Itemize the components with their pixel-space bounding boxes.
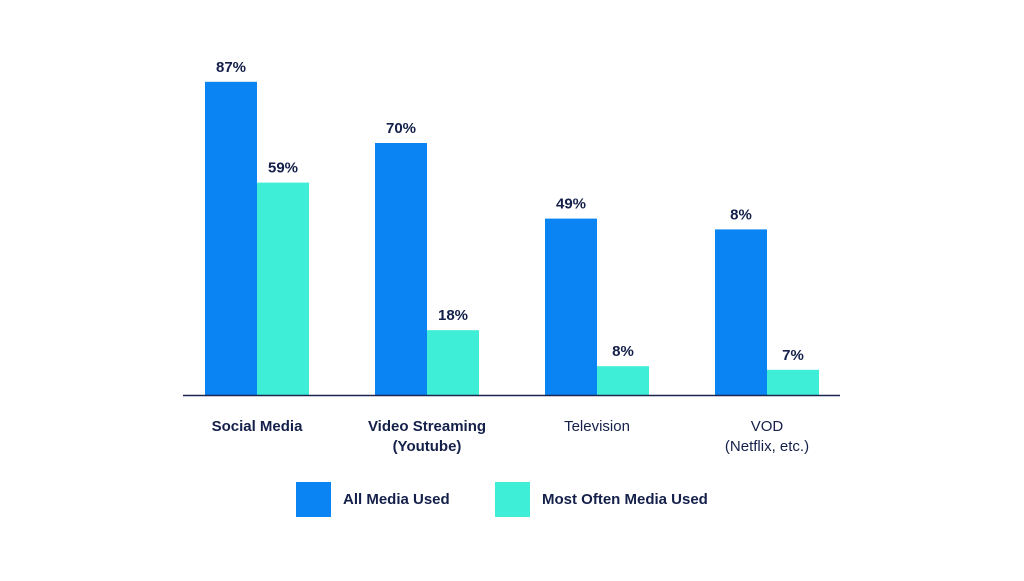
bar-most-often-0 bbox=[257, 182, 309, 395]
category-label-3-line-1: (Netflix, etc.) bbox=[725, 438, 809, 455]
value-label-all-media-3: 8% bbox=[730, 206, 752, 223]
legend: All Media Used Most Often Media Used bbox=[296, 482, 708, 517]
bar-all-media-3 bbox=[715, 229, 767, 395]
bar-all-media-1 bbox=[375, 143, 427, 395]
bar-all-media-0 bbox=[205, 81, 257, 396]
value-label-all-media-0: 87% bbox=[216, 59, 246, 76]
value-label-all-media-2: 49% bbox=[556, 196, 586, 213]
value-labels-layer: 87% 70% 49% 8% 59% 18% 8% 7% bbox=[216, 59, 804, 364]
bar-most-often-1 bbox=[427, 330, 479, 395]
bar-most-often-2 bbox=[597, 366, 649, 395]
value-label-most-often-3: 7% bbox=[782, 347, 804, 364]
legend-swatch-all-media bbox=[296, 482, 331, 517]
legend-label-most-often: Most Often Media Used bbox=[542, 491, 708, 508]
category-label-1-line-0: Video Streaming bbox=[368, 418, 486, 435]
legend-label-all-media: All Media Used bbox=[343, 491, 450, 508]
value-label-all-media-1: 70% bbox=[386, 120, 416, 137]
bar-all-media-2 bbox=[545, 218, 597, 395]
value-label-most-often-2: 8% bbox=[612, 343, 634, 360]
category-label-3-line-0: VOD bbox=[751, 418, 784, 435]
bars-layer bbox=[205, 81, 819, 396]
category-label-1-line-1: (Youtube) bbox=[393, 438, 462, 455]
category-label-2-line-0: Television bbox=[564, 418, 630, 435]
category-labels-layer: Social Media Video Streaming (Youtube) Tele… bbox=[212, 418, 810, 455]
category-label-0-line-0: Social Media bbox=[212, 418, 304, 435]
legend-swatch-most-often bbox=[495, 482, 530, 517]
value-label-most-often-1: 18% bbox=[438, 307, 468, 324]
value-label-most-often-0: 59% bbox=[268, 160, 298, 177]
bar-most-often-3 bbox=[767, 369, 819, 395]
